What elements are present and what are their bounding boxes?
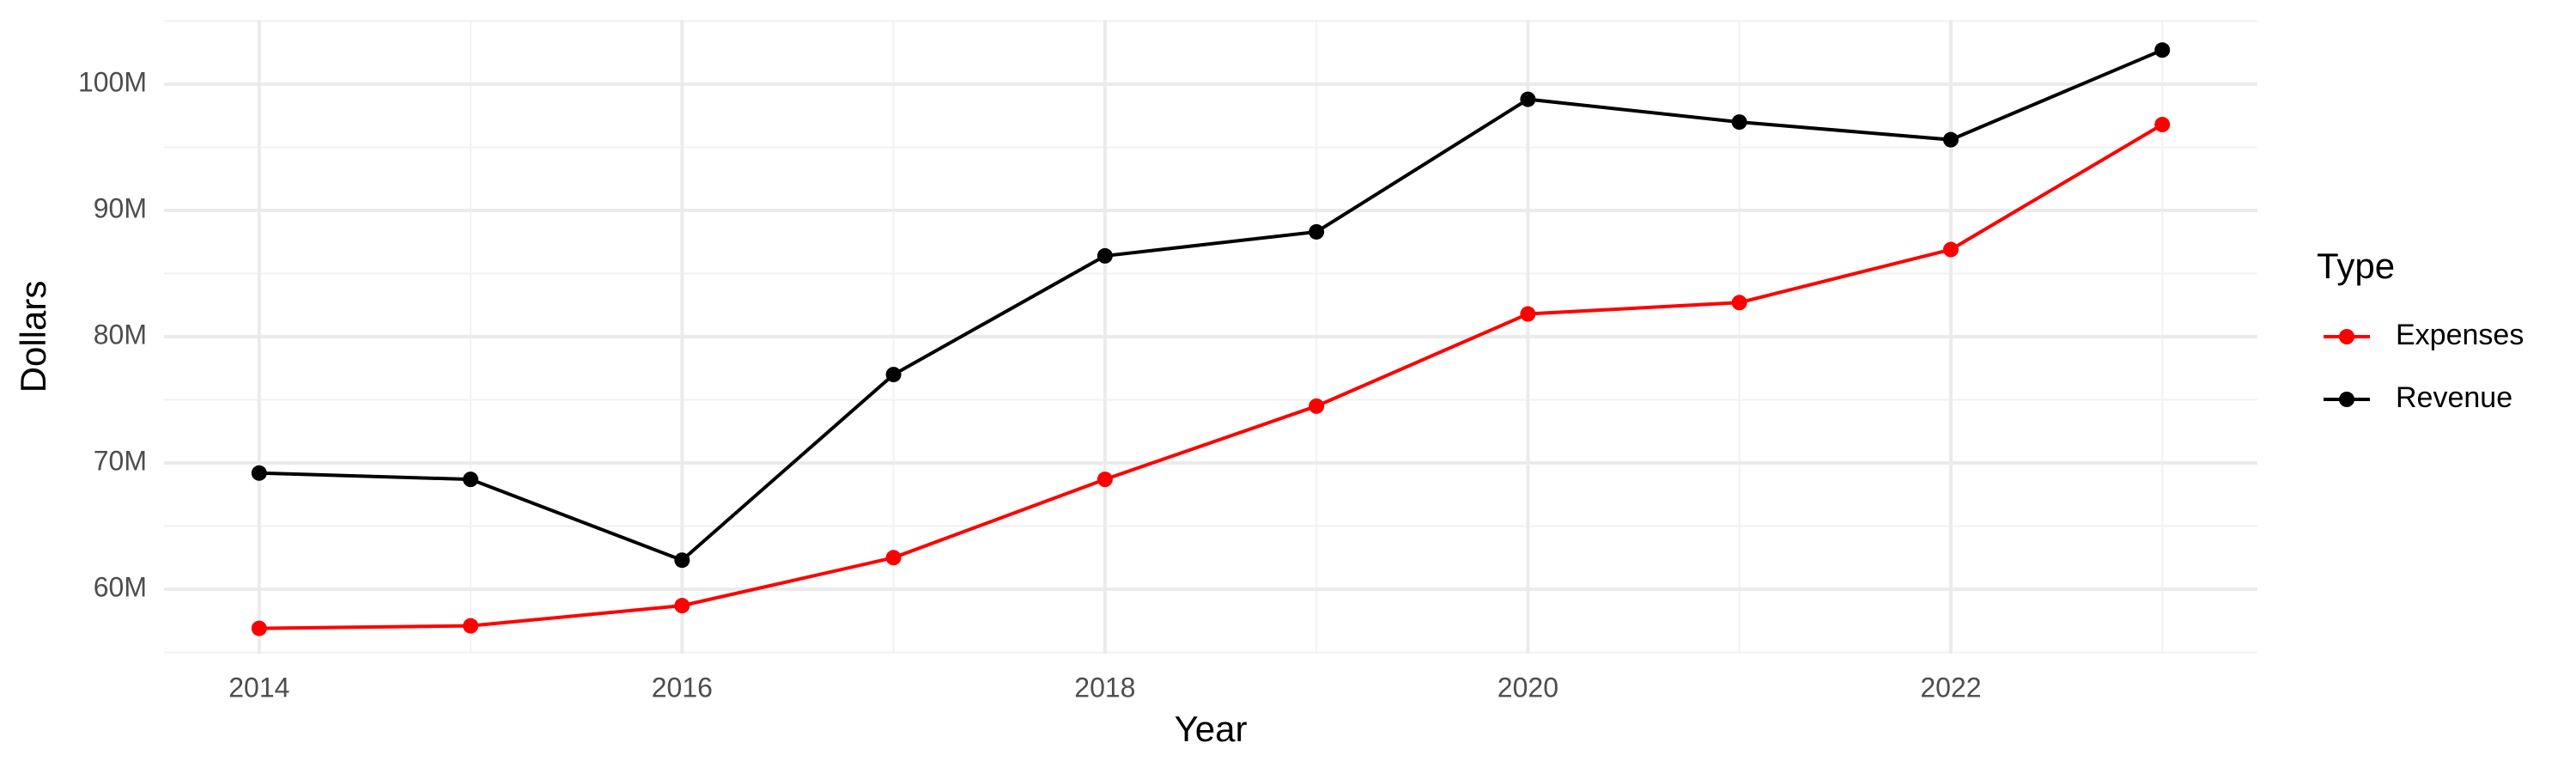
x-tick-label: 2022 [1920, 672, 1981, 703]
data-point [1731, 295, 1747, 311]
data-point [1309, 398, 1325, 414]
legend-text: Revenue [2396, 381, 2512, 414]
y-tick-label: 70M [94, 445, 147, 476]
legend-text: Expenses [2396, 319, 2524, 351]
series-line [258, 48, 2163, 563]
data-point [1097, 247, 1113, 264]
data-point [674, 552, 690, 569]
data-point [885, 367, 902, 383]
data-point [674, 598, 690, 614]
data-point [2154, 117, 2171, 133]
series-line [258, 123, 2164, 630]
x-tick-label: 2014 [228, 672, 289, 703]
y-tick-label: 100M [78, 66, 147, 97]
data-point [1520, 91, 1536, 107]
data-point [1520, 306, 1536, 322]
y-tick-label: 60M [94, 571, 147, 602]
data-point [1097, 472, 1113, 488]
data-point [2154, 42, 2171, 58]
x-tick-label: 2020 [1498, 672, 1558, 703]
data-point [1731, 114, 1747, 131]
x-axis-title: Year [1175, 709, 1248, 749]
data-point [1942, 131, 1959, 148]
y-tick-label: 80M [94, 319, 147, 350]
y-axis-title: Dollars [13, 281, 53, 393]
data-point [251, 465, 267, 481]
legend-title: Type [2317, 246, 2395, 286]
legend-key-point [2339, 329, 2354, 344]
legend-key-point [2339, 392, 2354, 407]
y-tick-label: 90M [94, 192, 147, 223]
data-point [251, 620, 267, 636]
data-point [1942, 241, 1959, 258]
x-tick-label: 2018 [1074, 672, 1135, 703]
data-point [885, 550, 902, 566]
x-tick-label: 2016 [652, 672, 713, 703]
data-point [1309, 223, 1325, 240]
data-point [463, 618, 479, 634]
data-point [463, 472, 479, 488]
